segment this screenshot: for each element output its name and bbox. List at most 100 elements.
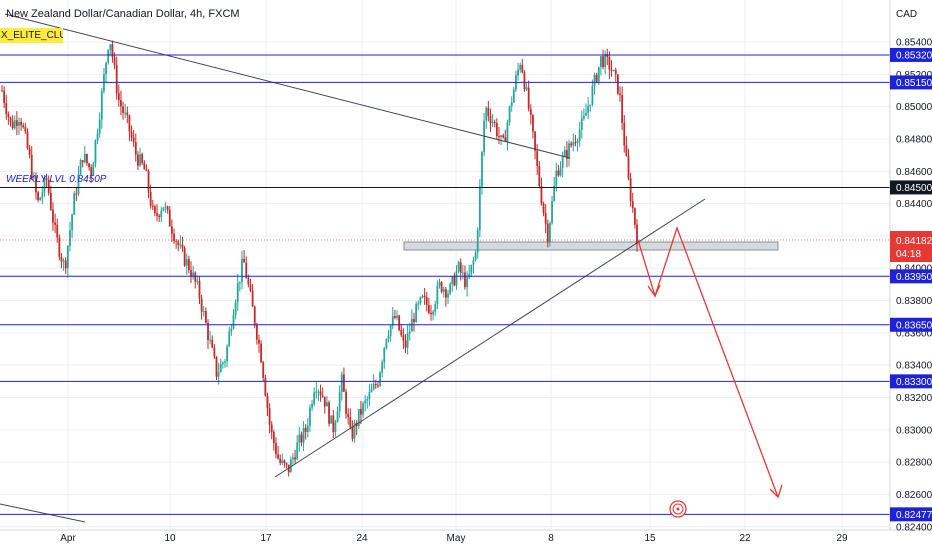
candle-body bbox=[606, 53, 609, 58]
horizontal-levels bbox=[0, 54, 890, 515]
candle-body bbox=[281, 460, 284, 464]
chart-title: New Zealand Dollar/Canadian Dollar, 4h, … bbox=[6, 8, 240, 20]
candle-body bbox=[604, 53, 607, 68]
candle-body bbox=[243, 258, 246, 263]
candle-body bbox=[22, 125, 25, 128]
candle-body bbox=[387, 335, 390, 340]
candle-body bbox=[139, 154, 141, 166]
time-tick-label: 24 bbox=[356, 533, 368, 544]
candle-body bbox=[614, 70, 617, 75]
candle-body bbox=[621, 95, 624, 123]
candle-body bbox=[421, 295, 424, 298]
price-tick-label: 0.82800 bbox=[896, 458, 932, 469]
candle-body bbox=[292, 457, 294, 460]
candle-body bbox=[264, 377, 267, 396]
candle-body bbox=[500, 135, 502, 137]
candle-body bbox=[396, 315, 398, 318]
candle-body bbox=[389, 325, 392, 336]
event-icon[interactable] bbox=[669, 500, 687, 518]
candle-body bbox=[527, 87, 530, 109]
candle-body bbox=[115, 65, 118, 94]
candle-body bbox=[35, 176, 37, 193]
candle-body bbox=[158, 215, 161, 218]
candle-body bbox=[417, 303, 420, 305]
candle-body bbox=[457, 262, 460, 272]
level-label-bg bbox=[890, 269, 932, 284]
candle-body bbox=[94, 140, 97, 164]
candle-body bbox=[309, 407, 311, 426]
price-tick-label: 0.83400 bbox=[896, 361, 932, 372]
level-label-bg bbox=[890, 75, 932, 90]
candle-body bbox=[336, 411, 339, 423]
candle-body bbox=[427, 304, 430, 313]
price-tick-label: 0.85000 bbox=[896, 102, 932, 113]
candle-body bbox=[73, 193, 76, 215]
candle-body bbox=[557, 170, 560, 176]
candle-body bbox=[120, 100, 122, 107]
price-tick-label: 0.84800 bbox=[896, 134, 932, 145]
candle-body bbox=[372, 383, 375, 390]
candle-body bbox=[521, 64, 524, 73]
candle-body bbox=[576, 141, 579, 143]
price-tick-label: 0.83600 bbox=[896, 328, 932, 339]
candle-body bbox=[262, 362, 265, 378]
candle-body bbox=[49, 192, 52, 210]
candle-body bbox=[111, 44, 114, 58]
candle-body bbox=[219, 364, 222, 373]
level-label: 0.85320 bbox=[896, 50, 932, 61]
candle-body bbox=[627, 155, 630, 179]
candle-body bbox=[360, 408, 362, 415]
price-tick-label: 0.85200 bbox=[896, 70, 932, 81]
price-tick-label: 0.84400 bbox=[896, 199, 932, 210]
candle-body bbox=[45, 178, 48, 180]
candle-body bbox=[185, 259, 188, 266]
candle-body bbox=[623, 122, 626, 146]
candle-body bbox=[442, 289, 445, 292]
candle-body bbox=[209, 339, 212, 341]
time-tick-label: 8 bbox=[548, 533, 554, 544]
candle-body bbox=[147, 170, 150, 192]
candle-body bbox=[370, 389, 373, 393]
time-tick-label: 15 bbox=[644, 533, 656, 544]
candle-body bbox=[260, 343, 262, 363]
candle-body bbox=[321, 395, 324, 397]
candle-body bbox=[406, 333, 409, 348]
candle-body bbox=[83, 153, 86, 163]
current-price-label: 0.84182 04:18 bbox=[890, 231, 932, 262]
candle-body bbox=[5, 103, 8, 115]
candle-body bbox=[137, 154, 139, 166]
candle-body bbox=[377, 385, 379, 387]
candle-body bbox=[343, 374, 345, 392]
candle-body bbox=[430, 312, 432, 315]
candle-body bbox=[493, 121, 496, 124]
candle-body bbox=[323, 396, 326, 407]
descending-trendline bbox=[4, 13, 571, 159]
candle-body bbox=[28, 148, 31, 155]
candle-body bbox=[585, 112, 587, 116]
candle-body bbox=[238, 281, 241, 284]
candle-body bbox=[179, 244, 182, 246]
candle-body bbox=[415, 303, 418, 323]
candle-body bbox=[379, 372, 381, 386]
candle-body bbox=[619, 93, 621, 96]
candle-body bbox=[597, 66, 600, 82]
candle-body bbox=[226, 346, 229, 362]
candle-body bbox=[194, 272, 197, 282]
candle-body bbox=[304, 427, 307, 432]
candle-body bbox=[145, 169, 148, 171]
candle-body bbox=[315, 391, 318, 393]
candle-body bbox=[15, 120, 18, 126]
candle-body bbox=[391, 316, 394, 326]
time-tick-label: Apr bbox=[60, 533, 76, 544]
projection-arrowhead-2 bbox=[769, 484, 783, 499]
candle-body bbox=[277, 454, 279, 459]
club-badge: X_ELITE_CLUB bbox=[0, 28, 63, 43]
currency-label: CAD bbox=[896, 9, 918, 20]
candle-body bbox=[196, 281, 199, 283]
candle-body bbox=[105, 62, 107, 75]
candle-body bbox=[234, 302, 237, 316]
candle-body bbox=[7, 114, 10, 118]
candle-body bbox=[451, 276, 454, 284]
candle-body bbox=[447, 293, 449, 298]
